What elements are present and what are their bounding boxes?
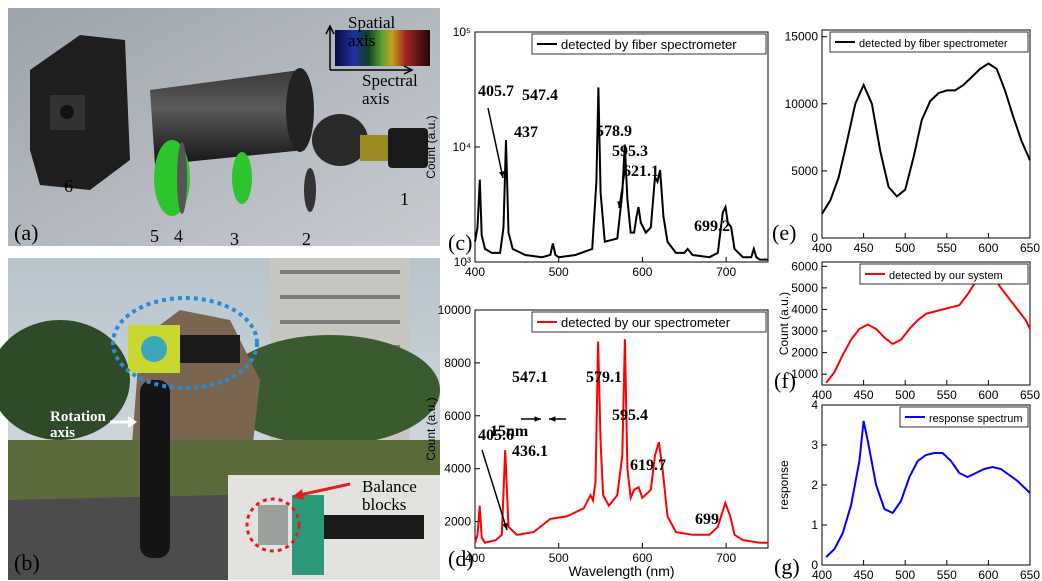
annotation: 621.1 — [623, 163, 659, 180]
y-tick-label: 10³ — [454, 255, 471, 269]
y-tick-label: 10⁴ — [452, 140, 471, 154]
x-tick-label: 450 — [854, 568, 874, 581]
x-tick-label: 450 — [854, 241, 874, 255]
y-axis-label: response — [777, 460, 791, 510]
x-tick-label: 500 — [549, 265, 569, 279]
aperture-4 — [177, 142, 187, 214]
legend-label: detected by fiber spectrometer — [859, 38, 1008, 50]
panel-label: (f) — [774, 368, 796, 393]
y-tick-label: 1 — [811, 518, 818, 532]
x-tick-label: 650 — [1020, 241, 1040, 255]
figure-canvas: (a) 1 2 3 4 5 6 (b) 4 0 0 500 600 700 10³ 10⁴ — [0, 0, 1042, 581]
legend-label: detected by our spectrometer — [561, 315, 731, 330]
y-tick-label: 2 — [811, 478, 818, 492]
x-tick-label: 650 — [1020, 568, 1040, 581]
x-axis-label: Wavelength (nm) — [568, 563, 674, 579]
annotation: 619.7 — [630, 457, 666, 474]
y-tick-label: 2000 — [444, 515, 471, 529]
annotation: 699 — [695, 511, 719, 528]
part-number: 3 — [230, 229, 239, 249]
x-tick-label: 600 — [978, 568, 998, 581]
x-tick-label: 600 — [978, 388, 998, 402]
panel-label: (e) — [772, 220, 796, 245]
legend-label: response spectrum — [929, 413, 1023, 425]
spectrometer — [180, 335, 240, 363]
panel-label: (d) — [448, 546, 474, 571]
y-axis-label: Count (a.u.) — [777, 292, 791, 355]
thread — [360, 135, 390, 161]
spectrometer-inset — [324, 515, 424, 539]
y-tick-label: 4000 — [444, 462, 471, 476]
y-tick-label: 6000 — [444, 409, 471, 423]
annotation: 437 — [514, 124, 538, 141]
annotation: 15nm — [490, 423, 529, 440]
y-axis-label: Count (a.u.) — [424, 115, 438, 178]
annotation: 595.3 — [612, 143, 648, 160]
x-tick-label: 450 — [854, 388, 874, 402]
x-tick-label: 600 — [978, 241, 998, 255]
x-tick-label: 500 — [549, 551, 569, 565]
slit-2 — [304, 168, 316, 212]
y-tick-label: 4 — [811, 398, 818, 412]
annotation: 699.2 — [694, 218, 730, 235]
spatial-axis-label: Spatial axis — [348, 14, 408, 50]
annotation: 405.7 — [478, 83, 514, 100]
connector — [388, 128, 428, 168]
collar — [312, 114, 368, 166]
y-tick-label: 8000 — [444, 356, 471, 370]
x-tick-label: 700 — [716, 265, 736, 279]
legend-label: detected by our system — [889, 270, 1003, 282]
panel-label: (b) — [14, 550, 40, 575]
y-tick-label: 0 — [811, 558, 818, 572]
plot-frame — [822, 30, 1030, 238]
y-tick-label: 5000 — [791, 164, 818, 178]
annotation: 578.9 — [596, 123, 632, 140]
y-tick-label: 6000 — [791, 259, 818, 273]
x-tick-label: 650 — [1020, 388, 1040, 402]
y-tick-label: 5000 — [791, 281, 818, 295]
y-axis-label: Count (a.u.) — [424, 397, 438, 460]
y-tick-label: 3000 — [791, 324, 818, 338]
legend-label: detected by fiber spectrometer — [561, 37, 737, 52]
plot-frame — [822, 405, 1030, 565]
spectral-axis-label: Spectral axis — [362, 72, 432, 108]
y-tick-label: 4000 — [791, 302, 818, 316]
panel-label: (c) — [448, 230, 472, 255]
annotation: 547.4 — [522, 87, 558, 104]
y-tick-label: 10000 — [438, 303, 472, 317]
annotation: 595.4 — [612, 407, 648, 424]
lens-3 — [232, 152, 252, 204]
figure: (a) 1 2 3 4 5 6 (b) 4 0 0 500 600 700 10³ 10⁴ — [0, 0, 1042, 581]
y-tick-label: 10⁵ — [453, 25, 471, 39]
camera-hole — [60, 105, 74, 119]
part-number: 5 — [150, 226, 159, 246]
y-tick-label: 3 — [811, 438, 818, 452]
balance-blocks — [258, 505, 288, 545]
camera-lens — [141, 336, 167, 362]
panel-label: (g) — [774, 554, 800, 579]
rotation-axis-label: Rotation axis — [50, 410, 120, 442]
y-tick-label: 2000 — [791, 346, 818, 360]
y-tick-label: 0 — [811, 231, 818, 245]
annotation: 547.1 — [512, 369, 548, 386]
x-tick-label: 700 — [716, 551, 736, 565]
x-tick-label: 500 — [895, 388, 915, 402]
x-tick-label: 500 — [895, 241, 915, 255]
x-tick-label: 600 — [632, 265, 652, 279]
part-number: 2 — [302, 229, 311, 249]
balance-blocks-label: Balance blocks — [362, 478, 432, 514]
x-tick-label: 550 — [937, 241, 957, 255]
annotation: 436.1 — [512, 443, 548, 460]
y-tick-label: 10000 — [785, 97, 819, 111]
part-number: 1 — [400, 189, 409, 209]
x-tick-label: 550 — [937, 388, 957, 402]
y-tick-label: 15000 — [785, 30, 819, 44]
part-number: 6 — [64, 176, 73, 196]
annotation: 579.1 — [586, 369, 622, 386]
part-number: 4 — [174, 226, 183, 246]
gimbal-grip — [140, 380, 170, 558]
panel-label: (a) — [14, 220, 38, 245]
tube-end — [286, 68, 314, 152]
